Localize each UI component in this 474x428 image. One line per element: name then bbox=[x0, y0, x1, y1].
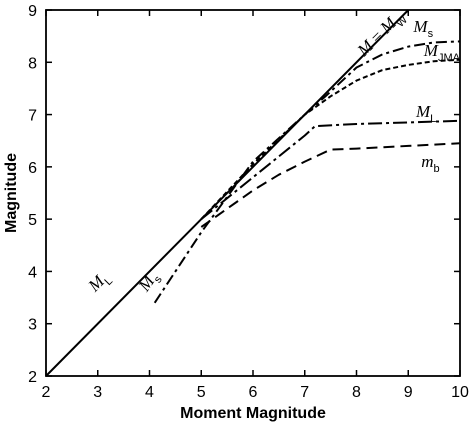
y-tick-label: 9 bbox=[28, 3, 37, 20]
x-tick-label: 10 bbox=[451, 384, 469, 401]
annotation-ms_curve_label: Ms bbox=[412, 17, 433, 40]
x-tick-label: 4 bbox=[145, 384, 154, 401]
x-tick-label: 3 bbox=[93, 384, 102, 401]
x-tick-label: 9 bbox=[404, 384, 413, 401]
x-tick-label: 2 bbox=[42, 384, 51, 401]
annotation-subscript: s bbox=[428, 28, 434, 40]
annotation-base: M bbox=[84, 271, 109, 296]
x-tick-label: 8 bbox=[352, 384, 361, 401]
annotation-subscript: b bbox=[433, 163, 439, 175]
y-tick-label: 8 bbox=[28, 55, 37, 72]
annotation-base: M bbox=[423, 41, 439, 60]
annotation-ml_curve_label: ML bbox=[415, 102, 436, 125]
annotation-base: M bbox=[415, 102, 431, 121]
annotation-subscript: L bbox=[430, 113, 436, 125]
x-tick-label: 5 bbox=[197, 384, 206, 401]
annotation-subscript: JMA bbox=[438, 52, 461, 64]
y-axis-title: Magnitude bbox=[3, 153, 20, 233]
y-tick-label: 5 bbox=[28, 212, 37, 229]
series-line-ms bbox=[153, 40, 461, 304]
y-tick-label: 2 bbox=[28, 369, 37, 386]
y-tick-label: 4 bbox=[28, 264, 37, 281]
annotation-base: m bbox=[421, 152, 433, 171]
series-line-mb bbox=[200, 142, 461, 228]
series-line-mjma bbox=[200, 58, 461, 220]
annotation-base: M bbox=[412, 17, 428, 36]
annotation-ml_line_label: ML bbox=[84, 267, 115, 298]
annotation-mjma_label: MJMA bbox=[423, 41, 461, 64]
x-tick-label: 7 bbox=[300, 384, 309, 401]
annotation-mb_label: mb bbox=[421, 152, 439, 175]
annotation-subscript: s bbox=[152, 274, 165, 286]
y-tick-label: 7 bbox=[28, 108, 37, 125]
y-tick-label: 6 bbox=[28, 160, 37, 177]
x-tick-label: 6 bbox=[249, 384, 258, 401]
x-axis-title: Moment Magnitude bbox=[180, 405, 326, 422]
plot-frame bbox=[45, 9, 461, 377]
y-tick-label: 3 bbox=[28, 317, 37, 334]
